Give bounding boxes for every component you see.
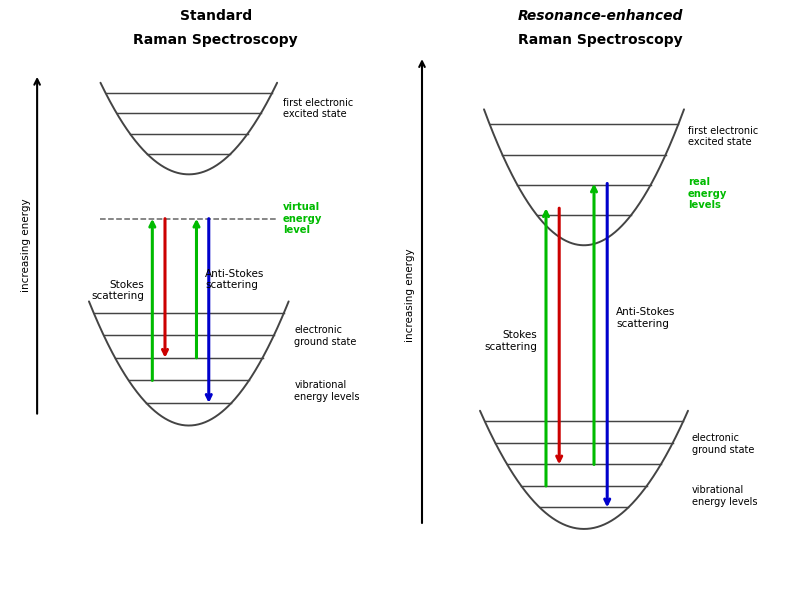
Text: first electronic
excited state: first electronic excited state: [283, 98, 353, 119]
Text: electronic
ground state: electronic ground state: [692, 433, 754, 454]
Text: Stokes
scattering: Stokes scattering: [484, 330, 538, 352]
Text: Raman Spectroscopy: Raman Spectroscopy: [518, 33, 682, 47]
Text: vibrational
energy levels: vibrational energy levels: [692, 485, 758, 506]
Text: vibrational
energy levels: vibrational energy levels: [294, 380, 360, 401]
Text: Standard: Standard: [180, 9, 252, 23]
Text: increasing energy: increasing energy: [21, 199, 30, 292]
Text: Anti-Stokes
scattering: Anti-Stokes scattering: [616, 307, 675, 329]
Text: Raman Spectroscopy: Raman Spectroscopy: [134, 33, 298, 47]
Text: first electronic
excited state: first electronic excited state: [688, 126, 758, 147]
Text: Anti-Stokes
scattering: Anti-Stokes scattering: [205, 268, 264, 290]
Text: increasing energy: increasing energy: [405, 249, 415, 342]
Text: electronic
ground state: electronic ground state: [294, 326, 357, 347]
Text: virtual
energy
level: virtual energy level: [283, 202, 322, 235]
Text: Stokes
scattering: Stokes scattering: [91, 280, 144, 301]
Text: Resonance-enhanced: Resonance-enhanced: [518, 9, 682, 23]
Text: real
energy
levels: real energy levels: [688, 177, 727, 210]
